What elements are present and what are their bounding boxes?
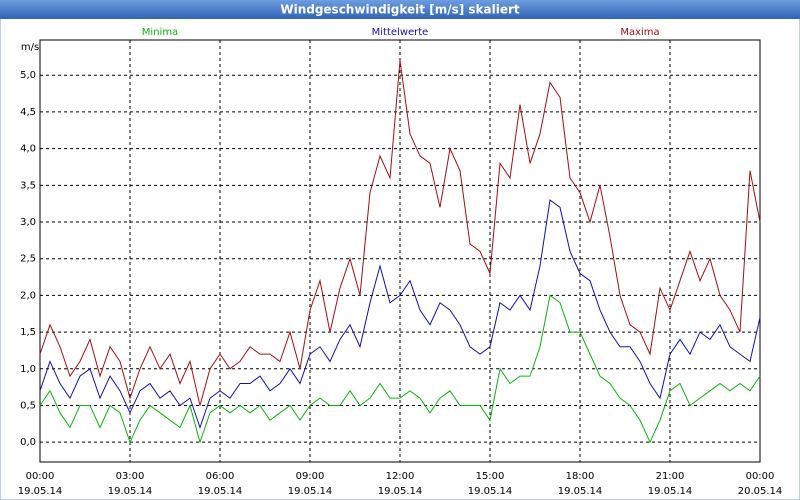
legend-entry: Mittelwerte bbox=[372, 27, 429, 38]
x-tick-label: 21:00 bbox=[656, 471, 685, 482]
y-tick-label: 4,0 bbox=[20, 144, 36, 155]
series-line bbox=[39, 199, 761, 430]
title-bar bbox=[0, 0, 800, 19]
x-tick-label: 00:00 bbox=[26, 471, 55, 482]
y-tick-label: 4,5 bbox=[20, 107, 36, 118]
y-tick-label: 1,0 bbox=[20, 364, 36, 375]
x-tick-label: 06:00 bbox=[206, 471, 235, 482]
y-tick-label: 2,0 bbox=[20, 290, 36, 301]
x-tick-date: 20.05.14 bbox=[738, 486, 783, 497]
legend-entry: Maxima bbox=[620, 27, 659, 38]
x-tick-date: 19.05.14 bbox=[108, 486, 153, 497]
series-line bbox=[39, 294, 761, 444]
y-tick-label: 3,5 bbox=[20, 180, 36, 191]
y-tick-label: 1,5 bbox=[20, 327, 36, 338]
y-tick-label: 5,0 bbox=[20, 70, 36, 81]
series-line bbox=[39, 60, 761, 406]
y-axis-label: m/s bbox=[21, 42, 39, 53]
x-tick-label: 00:00 bbox=[746, 471, 775, 482]
x-tick-label: 15:00 bbox=[476, 471, 505, 482]
x-tick-date: 19.05.14 bbox=[198, 486, 243, 497]
y-tick-label: 2,5 bbox=[20, 254, 36, 265]
x-tick-label: 09:00 bbox=[296, 471, 325, 482]
x-tick-label: 03:00 bbox=[116, 471, 145, 482]
x-tick-date: 19.05.14 bbox=[18, 486, 63, 497]
x-tick-label: 18:00 bbox=[566, 471, 595, 482]
y-tick-label: 3,0 bbox=[20, 217, 36, 228]
x-tick-date: 19.05.14 bbox=[288, 486, 333, 497]
x-tick-date: 19.05.14 bbox=[468, 486, 513, 497]
x-tick-date: 19.05.14 bbox=[558, 486, 603, 497]
legend-entry: Minima bbox=[142, 27, 178, 38]
x-tick-date: 19.05.14 bbox=[378, 486, 423, 497]
y-tick-label: 0,5 bbox=[20, 400, 36, 411]
y-tick-label: 0,0 bbox=[20, 437, 36, 448]
chart-title: Windgeschwindigkeit [m/s] skaliert bbox=[280, 3, 520, 17]
x-tick-date: 19.05.14 bbox=[648, 486, 693, 497]
x-tick-label: 12:00 bbox=[386, 471, 415, 482]
